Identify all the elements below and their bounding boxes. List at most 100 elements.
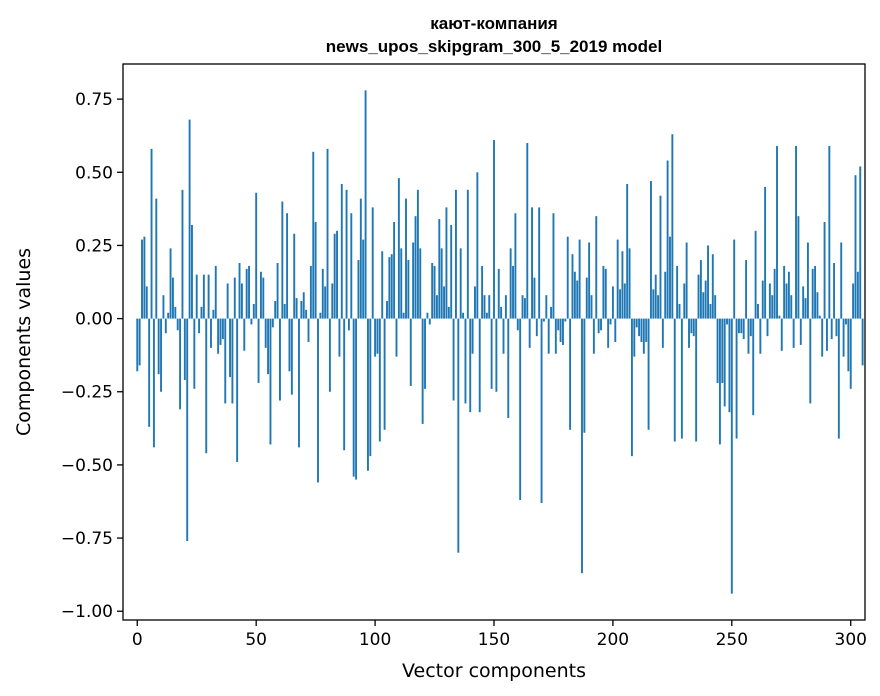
- bar: [362, 239, 365, 319]
- bar: [562, 318, 564, 345]
- bar: [502, 318, 505, 354]
- bar: [462, 312, 465, 319]
- bar: [495, 318, 498, 392]
- bar: [340, 183, 343, 319]
- bar: [155, 198, 158, 319]
- bar: [214, 265, 217, 319]
- bar: [730, 318, 733, 594]
- bar: [350, 213, 353, 319]
- bar: [212, 309, 215, 319]
- bar: [821, 318, 824, 357]
- bar: [557, 318, 560, 331]
- bar: [826, 318, 828, 351]
- bar: [414, 216, 417, 319]
- bar: [186, 318, 189, 541]
- bar: [528, 318, 531, 348]
- bar: [412, 242, 415, 319]
- bar: [621, 251, 624, 319]
- bar: [231, 318, 234, 404]
- bar: [669, 236, 671, 319]
- x-tick-label: 200: [597, 630, 629, 650]
- bar: [661, 318, 664, 348]
- bar: [148, 318, 151, 427]
- bar: [509, 248, 512, 319]
- bar: [595, 216, 598, 319]
- bar: [811, 268, 814, 319]
- bar: [167, 312, 170, 319]
- bar: [431, 262, 434, 319]
- bar: [797, 216, 800, 319]
- bar: [419, 248, 422, 319]
- x-tick-label: 100: [359, 630, 391, 650]
- bar: [628, 248, 631, 319]
- bar: [652, 289, 655, 319]
- bar: [395, 318, 398, 357]
- bar: [835, 318, 838, 337]
- bar: [787, 271, 790, 319]
- bar: [780, 318, 783, 351]
- bar: [642, 318, 645, 354]
- bar: [740, 318, 743, 334]
- bar: [504, 295, 507, 319]
- bar: [171, 277, 174, 319]
- bar: [288, 318, 291, 372]
- bar: [678, 303, 681, 319]
- bar: [435, 295, 438, 319]
- bar: [324, 286, 327, 319]
- x-axis-label: Vector components: [402, 660, 586, 682]
- bar: [823, 222, 826, 319]
- bar: [276, 262, 279, 319]
- bar: [578, 239, 581, 319]
- bar: [711, 254, 714, 319]
- bar: [671, 134, 674, 319]
- bar: [416, 189, 419, 319]
- bar: [849, 318, 852, 389]
- bar: [162, 295, 165, 319]
- bar: [566, 236, 569, 319]
- bar: [393, 222, 396, 319]
- bar: [542, 318, 545, 322]
- bar: [483, 295, 486, 319]
- bar: [614, 318, 617, 342]
- bar: [571, 254, 574, 319]
- bar: [699, 260, 702, 319]
- bar: [514, 213, 517, 319]
- bar: [692, 318, 695, 337]
- bar: [347, 318, 350, 331]
- bar: [545, 295, 548, 319]
- bar: [714, 295, 717, 319]
- bar: [721, 318, 724, 383]
- bar: [378, 318, 381, 442]
- bar: [364, 90, 367, 319]
- bar: [602, 265, 605, 319]
- bar: [519, 318, 522, 501]
- bar: [792, 318, 795, 348]
- bar: [818, 315, 821, 319]
- bar: [626, 183, 629, 319]
- bar: [666, 160, 669, 319]
- bar: [742, 318, 745, 340]
- bar: [367, 318, 369, 471]
- bar: [160, 318, 162, 392]
- bar: [845, 318, 847, 325]
- bar: [607, 318, 610, 348]
- bar: [143, 236, 146, 319]
- bars-group: [136, 90, 864, 594]
- bar: [293, 233, 296, 319]
- bar: [485, 312, 488, 319]
- bar: [224, 318, 227, 404]
- bar: [476, 172, 479, 319]
- bar: [695, 318, 698, 442]
- bar: [136, 318, 139, 372]
- bar: [497, 268, 500, 319]
- bar: [164, 318, 167, 334]
- bar: [569, 318, 572, 430]
- bar: [611, 286, 614, 319]
- bar: [236, 318, 239, 462]
- bar: [597, 318, 600, 334]
- bar: [181, 189, 184, 319]
- bar: [195, 274, 198, 319]
- bar: [376, 318, 379, 354]
- bar: [321, 268, 324, 319]
- bar: [783, 265, 786, 319]
